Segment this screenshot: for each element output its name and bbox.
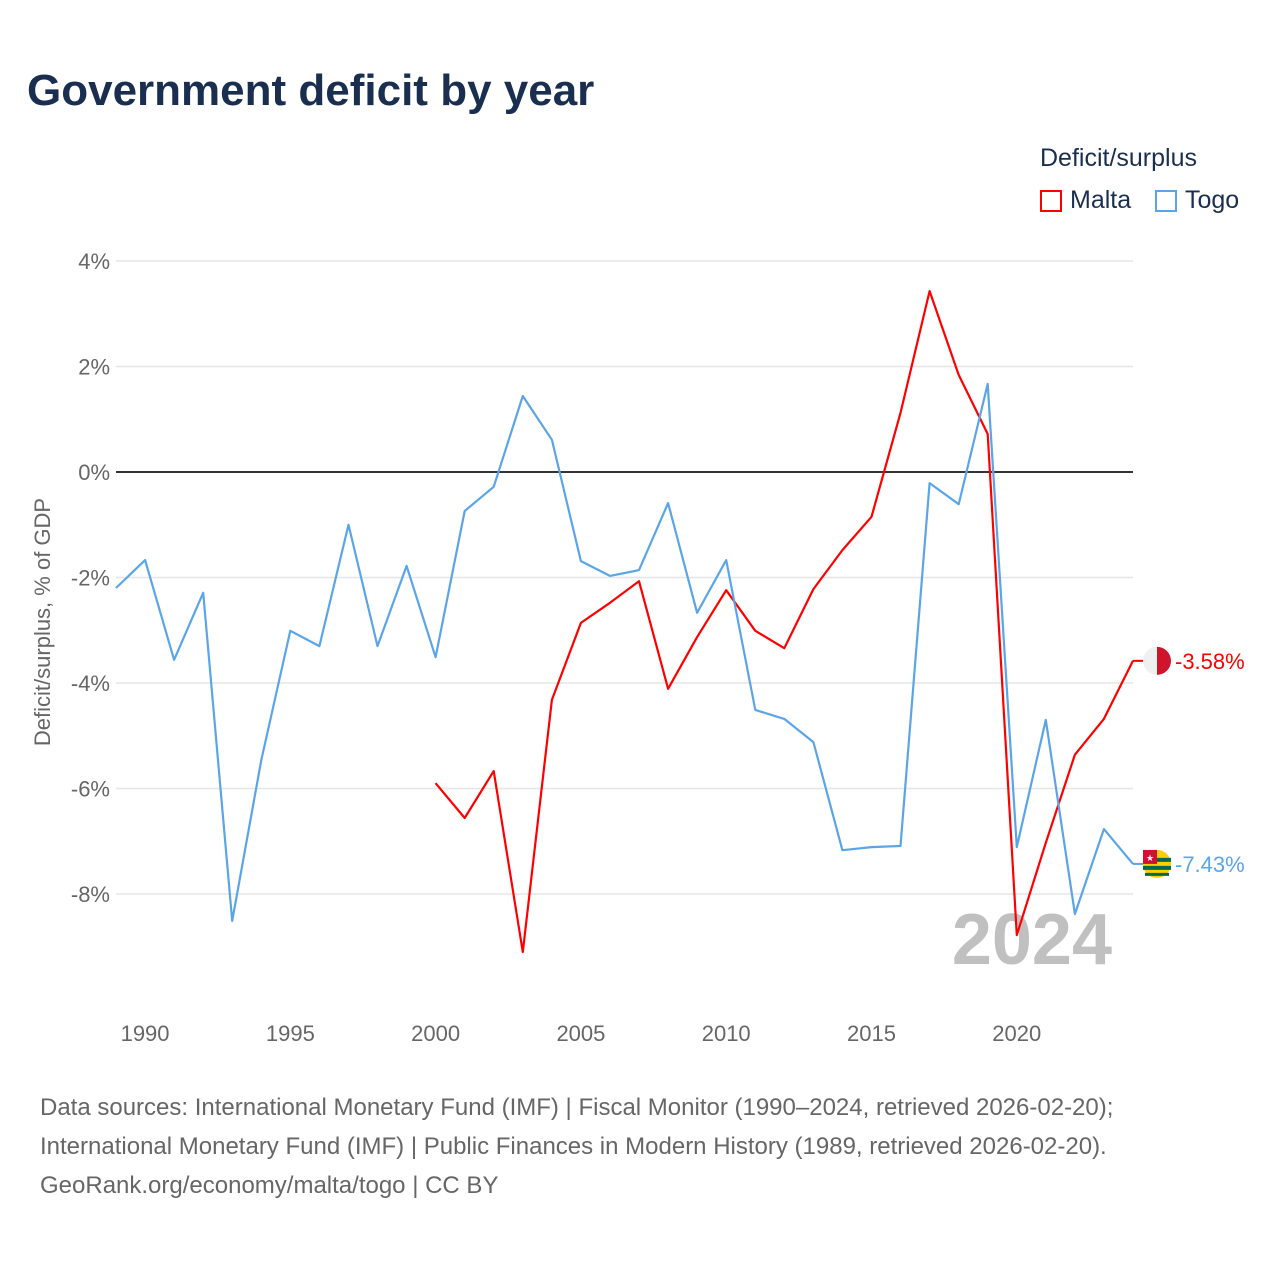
x-tick-label: 2010 xyxy=(702,1021,751,1046)
y-tick-label: -6% xyxy=(71,777,110,802)
footer-link[interactable]: GeoRank.org/economy/malta/togo | CC BY xyxy=(40,1172,499,1199)
end-label-togo: -7.43% xyxy=(1175,852,1245,877)
series-line-togo xyxy=(115,382,1134,922)
togo-flag-canton xyxy=(1143,849,1157,864)
x-tick-label: 2005 xyxy=(556,1021,605,1046)
page-title: Government deficit by year xyxy=(27,66,595,115)
x-tick-label: 2020 xyxy=(992,1021,1041,1046)
end-label-malta: -3.58% xyxy=(1175,649,1245,674)
x-tick-label: 1995 xyxy=(266,1021,315,1046)
y-tick-label: 4% xyxy=(78,249,110,274)
togo-flag-star: ★ xyxy=(1146,853,1154,863)
y-tick-label: -4% xyxy=(71,671,110,696)
legend-title: Deficit/surplus xyxy=(1040,144,1197,172)
legend-swatch-malta xyxy=(1040,189,1062,212)
y-tick-label: -2% xyxy=(71,566,110,591)
y-axis-label: Deficit/surplus, % of GDP xyxy=(30,498,55,746)
togo-flag-stripes xyxy=(1143,857,1171,876)
series-line-malta xyxy=(434,290,1134,954)
x-tick-label: 2015 xyxy=(847,1021,896,1046)
footer-sources: Data sources: International Monetary Fun… xyxy=(40,1088,1113,1205)
y-tick-label: -8% xyxy=(71,882,110,907)
legend-item-malta[interactable]: Malta xyxy=(1040,186,1131,215)
legend-item-togo[interactable]: Togo xyxy=(1155,186,1239,215)
malta-flag-red-half xyxy=(1157,646,1171,675)
y-tick-label: 0% xyxy=(78,460,110,485)
x-tick-label: 2000 xyxy=(411,1021,460,1046)
legend-label-togo: Togo xyxy=(1185,186,1240,214)
legend-label-malta: Malta xyxy=(1070,186,1132,214)
legend-swatch-togo xyxy=(1155,189,1177,212)
year-watermark: 2024 xyxy=(952,900,1112,980)
footer-line-1: Data sources: International Monetary Fun… xyxy=(40,1094,1114,1121)
x-tick-label: 1990 xyxy=(121,1021,170,1046)
y-tick-label: 2% xyxy=(78,355,110,380)
footer-line-2: International Monetary Fund (IMF) | Publ… xyxy=(40,1133,1107,1160)
